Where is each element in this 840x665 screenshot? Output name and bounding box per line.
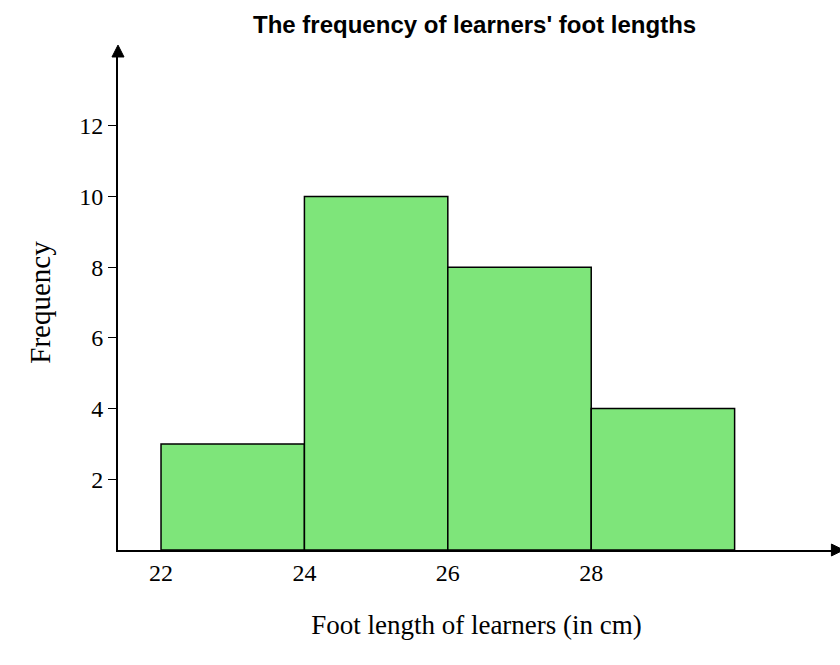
svg-text:The frequency of learners' foo: The frequency of learners' foot lengths: [253, 11, 696, 38]
svg-text:2: 2: [91, 467, 103, 493]
svg-text:24: 24: [292, 560, 316, 586]
svg-text:22: 22: [149, 560, 173, 586]
svg-text:4: 4: [91, 396, 103, 422]
svg-text:12: 12: [79, 113, 103, 139]
svg-text:Frequency: Frequency: [24, 241, 56, 364]
svg-text:8: 8: [91, 255, 103, 281]
svg-text:Foot length of learners (in cm: Foot length of learners (in cm): [311, 610, 642, 640]
svg-text:6: 6: [91, 325, 103, 351]
svg-text:28: 28: [579, 560, 603, 586]
svg-text:10: 10: [79, 184, 103, 210]
svg-text:26: 26: [436, 560, 460, 586]
